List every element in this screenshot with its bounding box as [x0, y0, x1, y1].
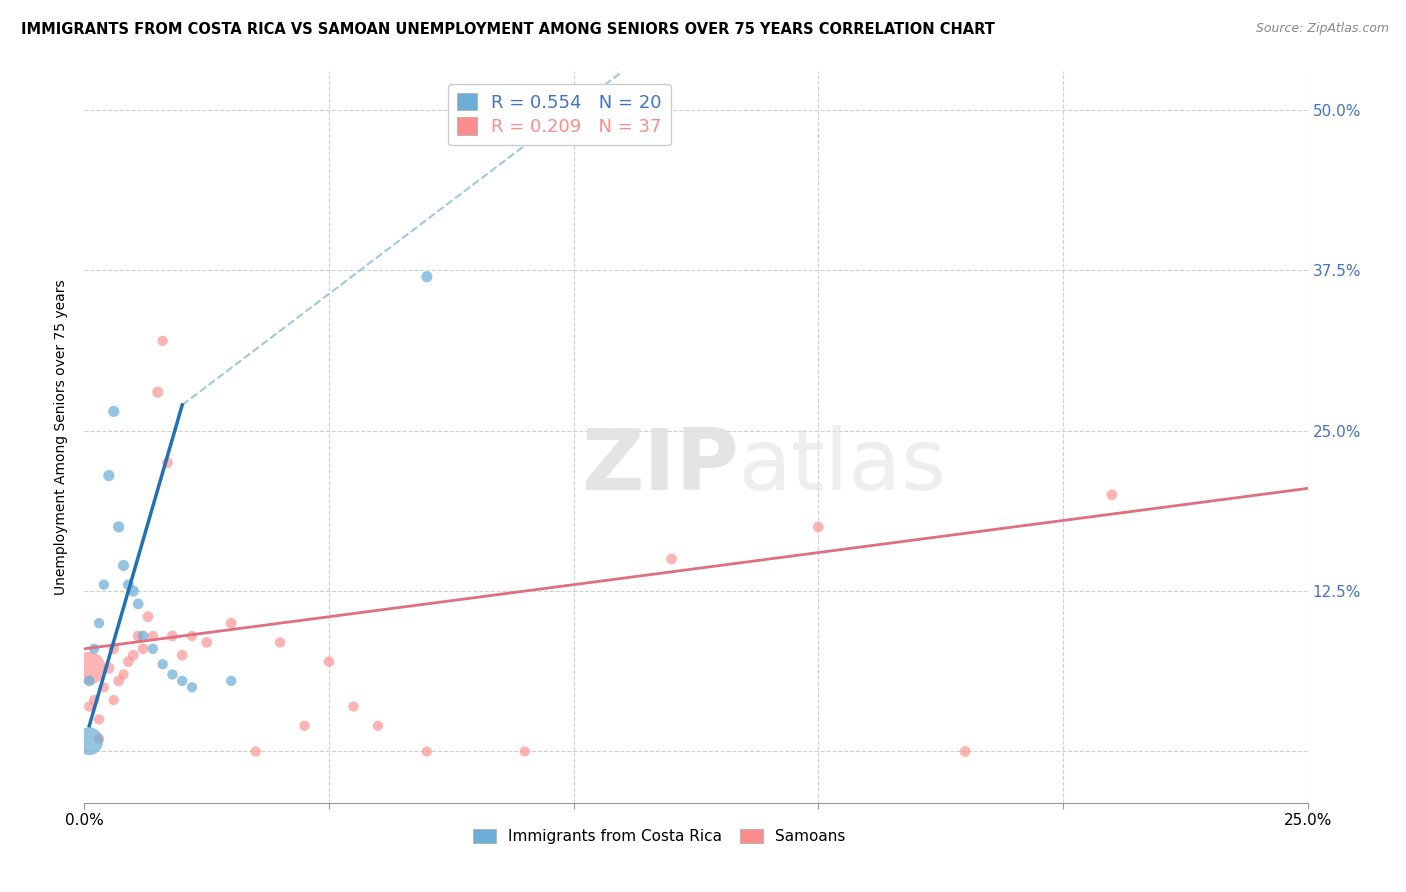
- Point: [132, 629, 155, 643]
- Text: IMMIGRANTS FROM COSTA RICA VS SAMOAN UNEMPLOYMENT AMONG SENIORS OVER 75 YEARS CO: IMMIGRANTS FROM COSTA RICA VS SAMOAN UNE…: [21, 22, 995, 37]
- Point: [342, 699, 364, 714]
- Legend: Immigrants from Costa Rica, Samoans: Immigrants from Costa Rica, Samoans: [467, 822, 852, 850]
- Point: [661, 552, 683, 566]
- Point: [103, 641, 125, 656]
- Point: [219, 673, 242, 688]
- Point: [142, 629, 165, 643]
- Point: [172, 673, 194, 688]
- Point: [127, 629, 149, 643]
- Point: [142, 641, 165, 656]
- Point: [181, 629, 204, 643]
- Point: [122, 648, 145, 663]
- Point: [162, 667, 184, 681]
- Point: [103, 693, 125, 707]
- Point: [219, 616, 242, 631]
- Point: [107, 520, 129, 534]
- Point: [245, 744, 267, 758]
- Text: ZIP: ZIP: [581, 425, 738, 508]
- Y-axis label: Unemployment Among Seniors over 75 years: Unemployment Among Seniors over 75 years: [55, 279, 69, 595]
- Point: [117, 577, 139, 591]
- Point: [156, 456, 179, 470]
- Point: [77, 661, 100, 675]
- Point: [87, 712, 110, 726]
- Point: [93, 577, 115, 591]
- Point: [112, 667, 135, 681]
- Point: [93, 681, 115, 695]
- Point: [122, 584, 145, 599]
- Point: [152, 334, 174, 348]
- Point: [1101, 488, 1123, 502]
- Point: [87, 616, 110, 631]
- Point: [152, 657, 174, 672]
- Point: [195, 635, 218, 649]
- Point: [953, 744, 976, 758]
- Point: [807, 520, 830, 534]
- Point: [117, 655, 139, 669]
- Point: [83, 693, 105, 707]
- Point: [416, 744, 439, 758]
- Point: [367, 719, 389, 733]
- Point: [83, 641, 105, 656]
- Point: [97, 468, 120, 483]
- Point: [146, 385, 169, 400]
- Point: [87, 731, 110, 746]
- Text: atlas: atlas: [738, 425, 946, 508]
- Point: [132, 641, 155, 656]
- Point: [318, 655, 340, 669]
- Point: [77, 673, 100, 688]
- Point: [136, 609, 159, 624]
- Point: [107, 673, 129, 688]
- Point: [112, 558, 135, 573]
- Point: [162, 629, 184, 643]
- Point: [294, 719, 316, 733]
- Point: [269, 635, 291, 649]
- Point: [77, 699, 100, 714]
- Point: [416, 269, 439, 284]
- Point: [513, 744, 536, 758]
- Text: Source: ZipAtlas.com: Source: ZipAtlas.com: [1256, 22, 1389, 36]
- Point: [127, 597, 149, 611]
- Point: [181, 681, 204, 695]
- Point: [77, 734, 100, 748]
- Point: [103, 404, 125, 418]
- Point: [172, 648, 194, 663]
- Point: [97, 661, 120, 675]
